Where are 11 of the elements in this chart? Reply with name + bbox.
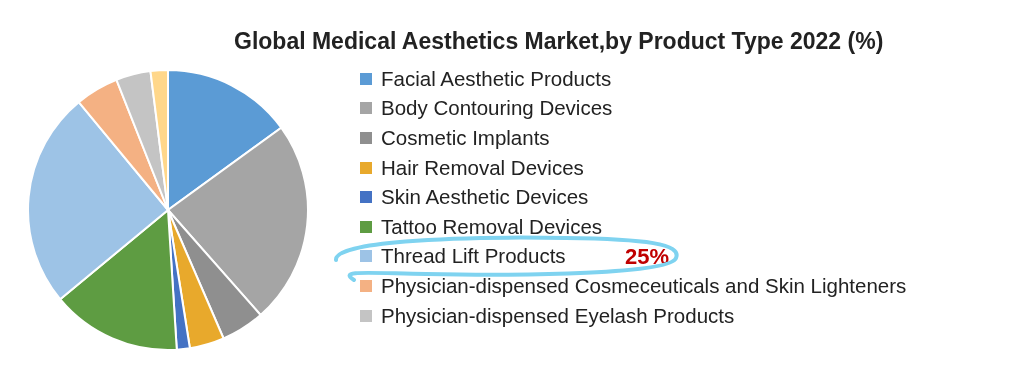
chart-title: Global Medical Aesthetics Market,by Product Type 2022 (%): [234, 28, 884, 55]
legend-label: Physician-dispensed Eyelash Products: [381, 303, 735, 328]
text: 25%: [625, 243, 670, 270]
legend-label: Thread Lift Products: [381, 244, 566, 269]
legend-label: Skin Aesthetic Devices: [381, 185, 589, 210]
legend-label: Tattoo Removal Devices: [381, 214, 603, 239]
legend-label: Body Contouring Devices: [381, 96, 613, 121]
legend-label: Facial Aesthetic Products: [381, 66, 612, 91]
legend-label: Cosmetic Implants: [381, 125, 550, 150]
legend-label: Hair Removal Devices: [381, 155, 584, 180]
legend-label: Physician-dispensed Cosmeceuticals and Skin Lighteners: [381, 273, 907, 298]
